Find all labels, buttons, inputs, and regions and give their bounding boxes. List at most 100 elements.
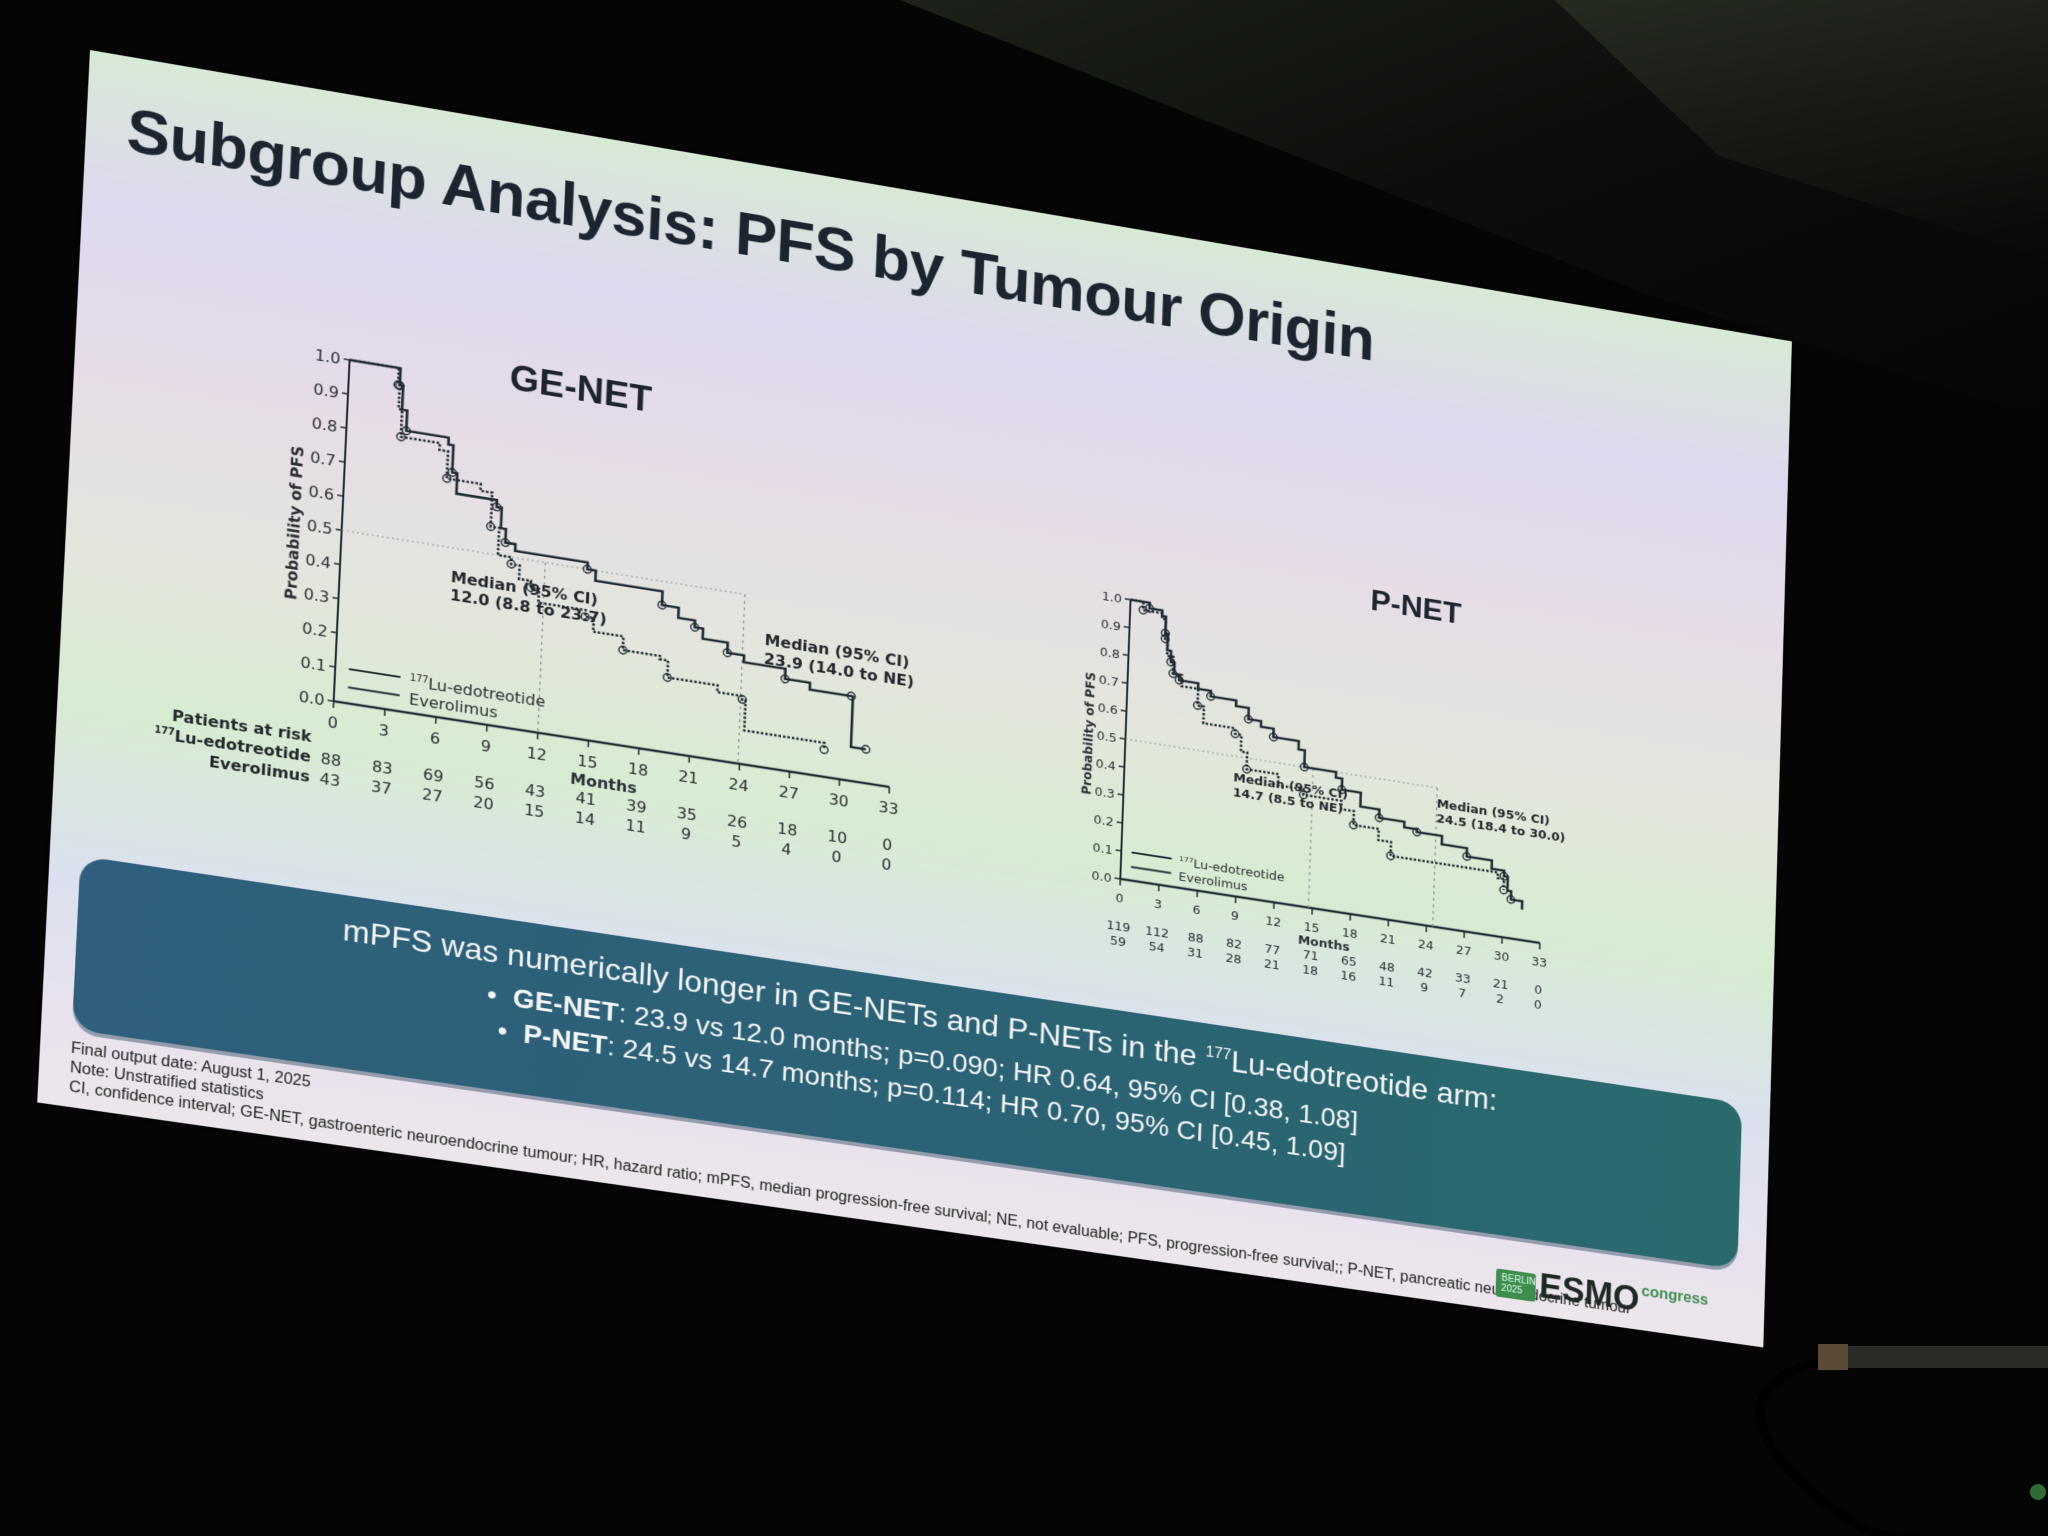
legend-line-everolimus [348,687,399,695]
at-risk-value: 69 [423,765,444,786]
x-tick-label: 6 [430,728,441,748]
at-risk-value: 59 [1110,934,1126,951]
y-tick-label: 0.6 [1098,701,1118,718]
y-tick-label: 1.0 [315,345,341,367]
x-tick-label: 33 [878,797,899,818]
at-risk-value: 0 [831,847,842,867]
x-tick-label: 27 [1456,943,1472,959]
at-risk-value: 71 [1302,947,1318,964]
projected-slide: Subgroup Analysis: PFS by Tumour Origin … [37,50,1792,1348]
y-axis-label: Probability of PFS [281,444,308,601]
slide-title: Subgroup Analysis: PFS by Tumour Origin [125,95,1376,374]
logo-congress: congress [1641,1283,1709,1309]
y-tick-label: 0.2 [1093,812,1113,829]
y-tick-label: 0.5 [1097,728,1117,745]
y-tick-label: 0.7 [1099,673,1119,690]
at-risk-value: 33 [1455,970,1471,986]
at-risk-value: 43 [319,769,340,790]
summary-lead-sup: 177 [1205,1044,1232,1065]
x-tick-label: 0 [327,713,338,733]
at-risk-value: 82 [1226,936,1242,953]
legend-line-everolimus [1131,867,1171,873]
at-risk-value: 26 [727,811,748,832]
x-tick-label: 15 [577,751,598,772]
y-tick-label: 0.5 [307,516,333,538]
x-tick-label: 18 [1342,926,1358,942]
x-tick-label: 0 [1115,891,1124,906]
at-risk-value: 28 [1225,952,1241,969]
x-tick-label: 3 [378,721,389,741]
y-tick-label: 0.8 [311,413,337,435]
x-tick-label: 30 [828,790,849,811]
x-tick-label: 21 [678,767,699,788]
y-tick-label: 0.4 [305,550,331,572]
y-tick-label: 0.8 [1100,645,1120,662]
bullet-icon: • [496,1014,509,1046]
x-axis [334,701,890,787]
at-risk-value: 56 [474,773,495,794]
at-risk-value: 20 [473,792,494,813]
y-tick-label: 0.2 [302,618,329,640]
at-risk-value: 0 [1534,983,1542,998]
x-tick-label: 33 [1531,955,1547,971]
at-risk-value: 43 [525,780,546,801]
y-tick-label: 0.0 [1091,868,1111,885]
y-tick-label: 0.3 [1094,784,1114,801]
x-tick-label: 12 [1265,914,1281,931]
at-risk-value: 18 [777,819,798,840]
at-risk-value: 5 [731,832,742,852]
at-risk-value: 39 [626,796,647,817]
x-tick-label: 9 [481,736,492,756]
y-tick-label: 0.3 [303,584,329,606]
at-risk-value: 88 [320,749,341,770]
at-risk-value: 4 [781,839,792,859]
at-risk-value: 42 [1417,965,1433,981]
at-risk-value: 77 [1264,942,1280,959]
at-risk-value: 41 [575,788,596,809]
y-tick-label: 0.9 [313,379,339,401]
x-axis [1120,879,1540,943]
at-risk-value: 15 [524,800,545,821]
y-tick-label: 0.9 [1101,617,1121,634]
at-risk-value: 0 [882,835,893,855]
median-drop-line [738,594,745,763]
at-risk-value: 88 [1187,930,1203,947]
legend-line-lu [349,669,400,677]
at-risk-value: 14 [575,808,596,829]
ge-net-km-chart: 0.00.10.20.30.40.50.60.70.80.91.00 3 6 9 12 1… [154,345,914,875]
at-risk-value: 11 [1378,975,1394,991]
p-net-km-chart: 0.0 0.1 0.2 0.3 0.4 0.5 0.6 0.7 0.8 0.9 1.0 0 3 6 9 12 1… [1080,589,1566,1013]
at-risk-value: 9 [681,824,692,844]
at-risk-value: 83 [372,757,393,778]
bullet-icon: • [486,978,498,1010]
x-tick-label: 3 [1154,897,1162,912]
x-tick-label: 24 [728,774,749,795]
at-risk-value: 27 [422,785,443,806]
x-tick-label: 18 [628,759,649,780]
at-risk-value: 11 [625,816,646,837]
at-risk-value: 35 [676,804,697,825]
logo-badge: BERLIN 2025 [1495,1268,1536,1302]
y-tick-label: 0.7 [310,447,336,469]
at-risk-value: 16 [1340,969,1356,985]
at-risk-value: 31 [1187,946,1203,963]
y-tick-label: 0.0 [298,687,325,709]
microphone-cable-icon [1756,1344,2048,1536]
at-risk-value: 0 [881,855,892,875]
x-tick-label: 12 [526,743,547,764]
at-risk-value: 112 [1145,924,1169,942]
x-tick-label: 9 [1231,909,1239,924]
x-tick-label: 6 [1192,903,1200,918]
y-tick-label: 0.6 [308,481,334,503]
at-risk-value: 10 [827,827,848,848]
at-risk-value: 7 [1458,987,1466,1002]
y-tick-label: 0.4 [1096,756,1116,773]
y-tick-label: 0.1 [300,652,327,674]
y-axis-label: Probability of PFS [1080,671,1099,796]
x-tick-label: 15 [1303,920,1319,937]
at-risk-value: 2 [1496,992,1504,1007]
x-tick-label: 30 [1493,949,1509,965]
at-risk-value: 18 [1302,963,1318,980]
x-tick-label: 24 [1418,937,1434,953]
